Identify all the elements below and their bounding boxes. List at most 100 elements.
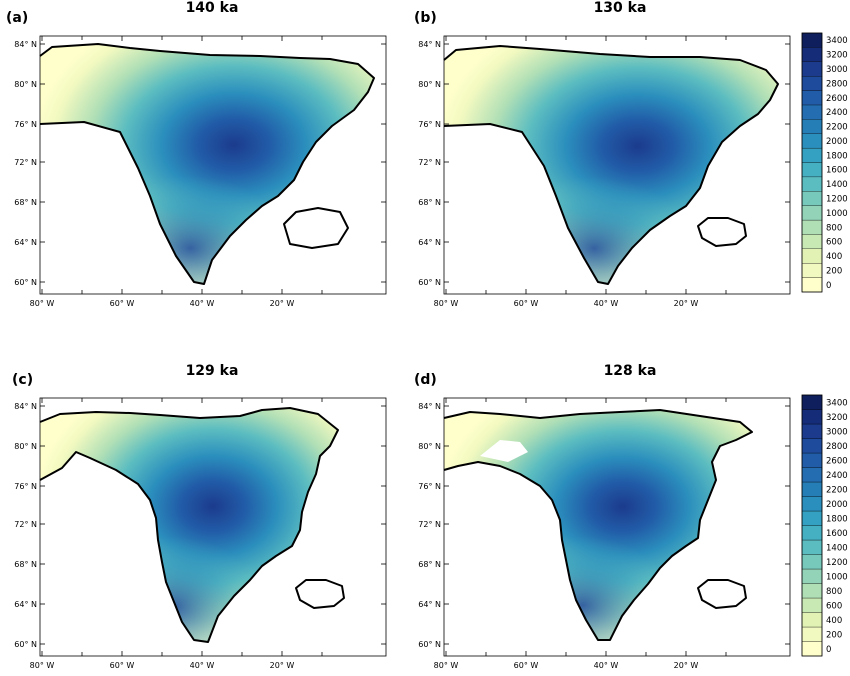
colorbar-label: 0 xyxy=(826,645,831,655)
lat-tick-label: 64° N xyxy=(14,238,37,247)
colorbar-swatch xyxy=(801,423,823,439)
ice-thickness-field xyxy=(39,407,345,643)
colorbar-swatch xyxy=(801,452,823,468)
lat-tick-label: 68° N xyxy=(418,198,441,207)
colorbar-swatch xyxy=(801,119,823,134)
ice-thickness-field xyxy=(39,43,375,285)
colorbar-label: 3200 xyxy=(826,413,848,423)
lat-tick-label: 60° N xyxy=(14,278,37,287)
panel-letter: (c) xyxy=(12,372,33,388)
colorbar-swatch xyxy=(801,467,823,483)
colorbar-label: 1000 xyxy=(826,209,848,219)
lat-tick-label: 76° N xyxy=(418,482,441,491)
colorbar-swatch xyxy=(801,568,823,584)
lon-tick-label: 20° W xyxy=(674,299,699,308)
colorbar-swatch xyxy=(801,176,823,192)
colorbar-swatch xyxy=(801,104,823,120)
colorbar-label: 400 xyxy=(826,616,842,626)
iceland-ice xyxy=(295,579,345,609)
colorbar-label: 2600 xyxy=(826,94,848,104)
colorbar-swatch xyxy=(801,32,823,48)
colorbar-label: 2200 xyxy=(826,123,848,133)
longitude-axis: 80° W 60° W 40° W 20° W xyxy=(434,398,727,670)
lat-tick-label: 76° N xyxy=(418,120,441,129)
map-frame xyxy=(443,397,791,657)
colorbar-swatch xyxy=(801,525,823,541)
colorbar-frame xyxy=(801,394,823,657)
lon-tick-label: 20° W xyxy=(270,661,295,670)
colorbar-swatch xyxy=(801,234,823,249)
longitude-axis: 80° W 60° W 40° W 20° W xyxy=(30,36,323,308)
colorbar-swatch xyxy=(801,626,823,642)
lat-tick-label: 60° N xyxy=(418,640,441,649)
map-frame xyxy=(39,397,387,657)
colorbar-swatch xyxy=(801,641,823,657)
longitude-axis: 80° W 60° W 40° W 20° W xyxy=(30,398,323,670)
colorbar-swatch xyxy=(801,47,823,62)
colorbar-frame xyxy=(801,32,823,293)
lon-tick-label: 60° W xyxy=(514,661,539,670)
colorbar-swatch xyxy=(801,61,823,77)
ice-free-land-gap xyxy=(480,440,528,462)
ice-thickness-field xyxy=(443,409,753,641)
lon-tick-label: 20° W xyxy=(674,661,699,670)
panel-d: (d) 128 ka 84° N 80° N 76° N 72° N 68° N 64° … xyxy=(414,363,791,670)
panel-letter: (b) xyxy=(414,10,437,26)
colorbar-label: 2800 xyxy=(826,442,848,452)
colorbar-label: 1600 xyxy=(826,166,848,176)
colorbar-label: 2400 xyxy=(826,108,848,118)
lat-tick-label: 84° N xyxy=(418,40,441,49)
colorbar-label: 2000 xyxy=(826,500,848,510)
colorbar-label: 3000 xyxy=(826,65,848,75)
colorbar-label: 3400 xyxy=(826,36,848,46)
colorbar-swatch xyxy=(801,597,823,613)
latitude-axis: 84° N 80° N 76° N 72° N 68° N 64° N 60° N xyxy=(14,402,386,649)
lon-tick-label: 40° W xyxy=(190,299,215,308)
colorbar-swatch xyxy=(801,554,823,570)
lat-tick-label: 84° N xyxy=(14,402,37,411)
iceland-ice xyxy=(283,207,349,249)
colorbar-swatch xyxy=(801,583,823,599)
lat-tick-label: 64° N xyxy=(418,600,441,609)
colorbar-swatch xyxy=(801,191,823,206)
colorbar-swatch xyxy=(801,612,823,628)
coastline xyxy=(443,409,753,641)
colorbar-swatch xyxy=(801,496,823,512)
panel-b: (b) 130 ka 84° N 80° N 76° N 72° N 68° N 64° … xyxy=(414,0,791,308)
lat-tick-label: 68° N xyxy=(418,560,441,569)
lon-tick-label: 80° W xyxy=(434,661,459,670)
colorbar-label: 2400 xyxy=(826,471,848,481)
colorbar-label: 2800 xyxy=(826,79,848,89)
colorbar-label: 1800 xyxy=(826,514,848,524)
colorbar-swatch xyxy=(801,263,823,278)
lat-tick-label: 72° N xyxy=(418,520,441,529)
lat-tick-label: 68° N xyxy=(14,198,37,207)
panel-title: 128 ka xyxy=(604,363,657,379)
colorbar-swatch xyxy=(801,510,823,526)
panel-title: 140 ka xyxy=(186,0,239,16)
colorbar-label: 1600 xyxy=(826,529,848,539)
colorbar-swatch xyxy=(801,133,823,149)
lon-tick-label: 40° W xyxy=(594,299,619,308)
lat-tick-label: 64° N xyxy=(14,600,37,609)
panel-letter: (d) xyxy=(414,372,437,388)
lat-tick-label: 80° N xyxy=(14,442,37,451)
coastline xyxy=(443,45,779,285)
lat-tick-label: 84° N xyxy=(14,40,37,49)
colorbar-label: 600 xyxy=(826,601,842,611)
colorbar-label: 200 xyxy=(826,630,842,640)
lat-tick-label: 80° N xyxy=(418,80,441,89)
lat-tick-label: 72° N xyxy=(14,158,37,167)
lat-tick-label: 84° N xyxy=(418,402,441,411)
coastline xyxy=(39,43,375,285)
panel-letter: (a) xyxy=(6,10,28,26)
lon-tick-label: 40° W xyxy=(190,661,215,670)
colorbar-label: 600 xyxy=(826,238,842,248)
lon-tick-label: 60° W xyxy=(110,661,135,670)
colorbar-swatch xyxy=(801,394,823,410)
colorbar-bottom: 0 200 400 600 800 1000 1200 1400 1600 1800 2000 220… xyxy=(801,394,848,657)
lon-tick-label: 20° W xyxy=(270,299,295,308)
lon-tick-label: 80° W xyxy=(30,299,55,308)
lat-tick-label: 76° N xyxy=(14,120,37,129)
colorbar-label: 1200 xyxy=(826,194,848,204)
